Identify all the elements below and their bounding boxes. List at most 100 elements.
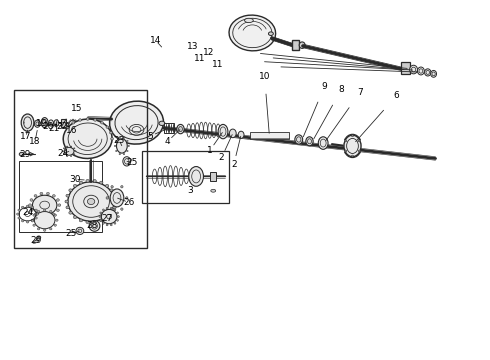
Ellipse shape [64, 147, 74, 155]
Ellipse shape [33, 240, 39, 243]
Ellipse shape [117, 139, 127, 153]
Ellipse shape [74, 148, 75, 149]
Text: 30: 30 [69, 175, 81, 184]
Ellipse shape [34, 213, 37, 216]
Ellipse shape [33, 224, 35, 226]
Text: 13: 13 [187, 42, 198, 51]
Ellipse shape [26, 221, 29, 223]
Ellipse shape [17, 213, 19, 215]
Ellipse shape [49, 228, 52, 230]
Ellipse shape [123, 137, 125, 139]
Text: 5: 5 [147, 132, 152, 141]
Ellipse shape [54, 120, 59, 126]
Text: 9: 9 [322, 82, 327, 91]
Ellipse shape [229, 129, 236, 138]
Ellipse shape [35, 217, 37, 219]
Text: 14: 14 [150, 36, 162, 45]
Ellipse shape [93, 221, 96, 224]
Ellipse shape [22, 220, 24, 222]
Text: 27: 27 [101, 214, 113, 223]
Ellipse shape [71, 156, 72, 157]
Ellipse shape [431, 71, 437, 77]
Ellipse shape [111, 185, 113, 188]
Ellipse shape [106, 207, 108, 209]
Ellipse shape [114, 222, 116, 224]
Text: 4: 4 [165, 137, 171, 146]
Ellipse shape [189, 167, 203, 186]
Text: 17: 17 [21, 132, 32, 141]
Ellipse shape [52, 213, 55, 216]
Ellipse shape [34, 120, 40, 127]
Ellipse shape [121, 208, 123, 210]
Ellipse shape [110, 189, 124, 207]
Ellipse shape [73, 119, 74, 121]
Ellipse shape [40, 192, 43, 195]
Ellipse shape [73, 131, 74, 132]
Bar [401, 62, 410, 74]
Ellipse shape [74, 216, 77, 219]
Ellipse shape [121, 185, 123, 188]
Text: 26: 26 [123, 198, 135, 207]
Ellipse shape [22, 206, 24, 208]
Bar [250, 132, 289, 139]
Bar [293, 40, 299, 50]
Ellipse shape [68, 128, 70, 129]
Ellipse shape [87, 198, 95, 204]
Ellipse shape [99, 219, 103, 222]
Ellipse shape [69, 211, 72, 214]
Ellipse shape [77, 125, 78, 126]
Text: 19: 19 [35, 119, 47, 128]
Text: 3: 3 [187, 186, 193, 195]
Ellipse shape [417, 67, 424, 75]
Ellipse shape [67, 156, 68, 157]
Ellipse shape [30, 209, 33, 211]
Ellipse shape [125, 197, 128, 199]
Ellipse shape [306, 137, 313, 146]
Ellipse shape [424, 69, 431, 76]
Ellipse shape [178, 127, 182, 132]
Text: 25: 25 [126, 158, 137, 167]
Ellipse shape [34, 212, 55, 229]
Text: 20: 20 [43, 122, 54, 131]
Ellipse shape [345, 150, 347, 152]
Ellipse shape [65, 200, 69, 203]
Bar [210, 172, 216, 181]
Ellipse shape [114, 200, 117, 203]
Ellipse shape [49, 210, 52, 212]
Ellipse shape [72, 122, 75, 124]
Ellipse shape [37, 236, 41, 239]
Ellipse shape [56, 219, 58, 221]
Ellipse shape [238, 131, 244, 138]
Ellipse shape [63, 148, 65, 149]
Text: 6: 6 [393, 91, 399, 100]
Ellipse shape [69, 120, 77, 131]
Text: 23: 23 [114, 136, 125, 145]
Ellipse shape [318, 137, 328, 149]
Ellipse shape [21, 114, 34, 131]
Ellipse shape [114, 145, 116, 147]
Ellipse shape [68, 182, 114, 221]
Text: 18: 18 [29, 138, 41, 147]
Ellipse shape [93, 180, 96, 183]
Text: 25: 25 [66, 229, 77, 238]
Ellipse shape [74, 130, 76, 131]
Ellipse shape [106, 126, 109, 129]
Ellipse shape [101, 210, 117, 224]
Text: 29: 29 [31, 237, 42, 246]
Ellipse shape [106, 224, 108, 226]
Ellipse shape [67, 126, 70, 129]
Ellipse shape [117, 219, 119, 221]
Ellipse shape [177, 125, 184, 134]
Bar [19, 161, 102, 232]
Ellipse shape [18, 209, 20, 211]
Text: 21: 21 [49, 124, 60, 133]
Text: 12: 12 [203, 48, 215, 57]
Ellipse shape [66, 194, 70, 197]
Text: 7: 7 [357, 88, 363, 97]
Text: 1: 1 [207, 146, 213, 155]
Ellipse shape [36, 213, 39, 215]
Text: 2: 2 [219, 153, 224, 162]
Ellipse shape [111, 208, 113, 210]
Ellipse shape [99, 181, 103, 184]
Ellipse shape [358, 150, 360, 152]
